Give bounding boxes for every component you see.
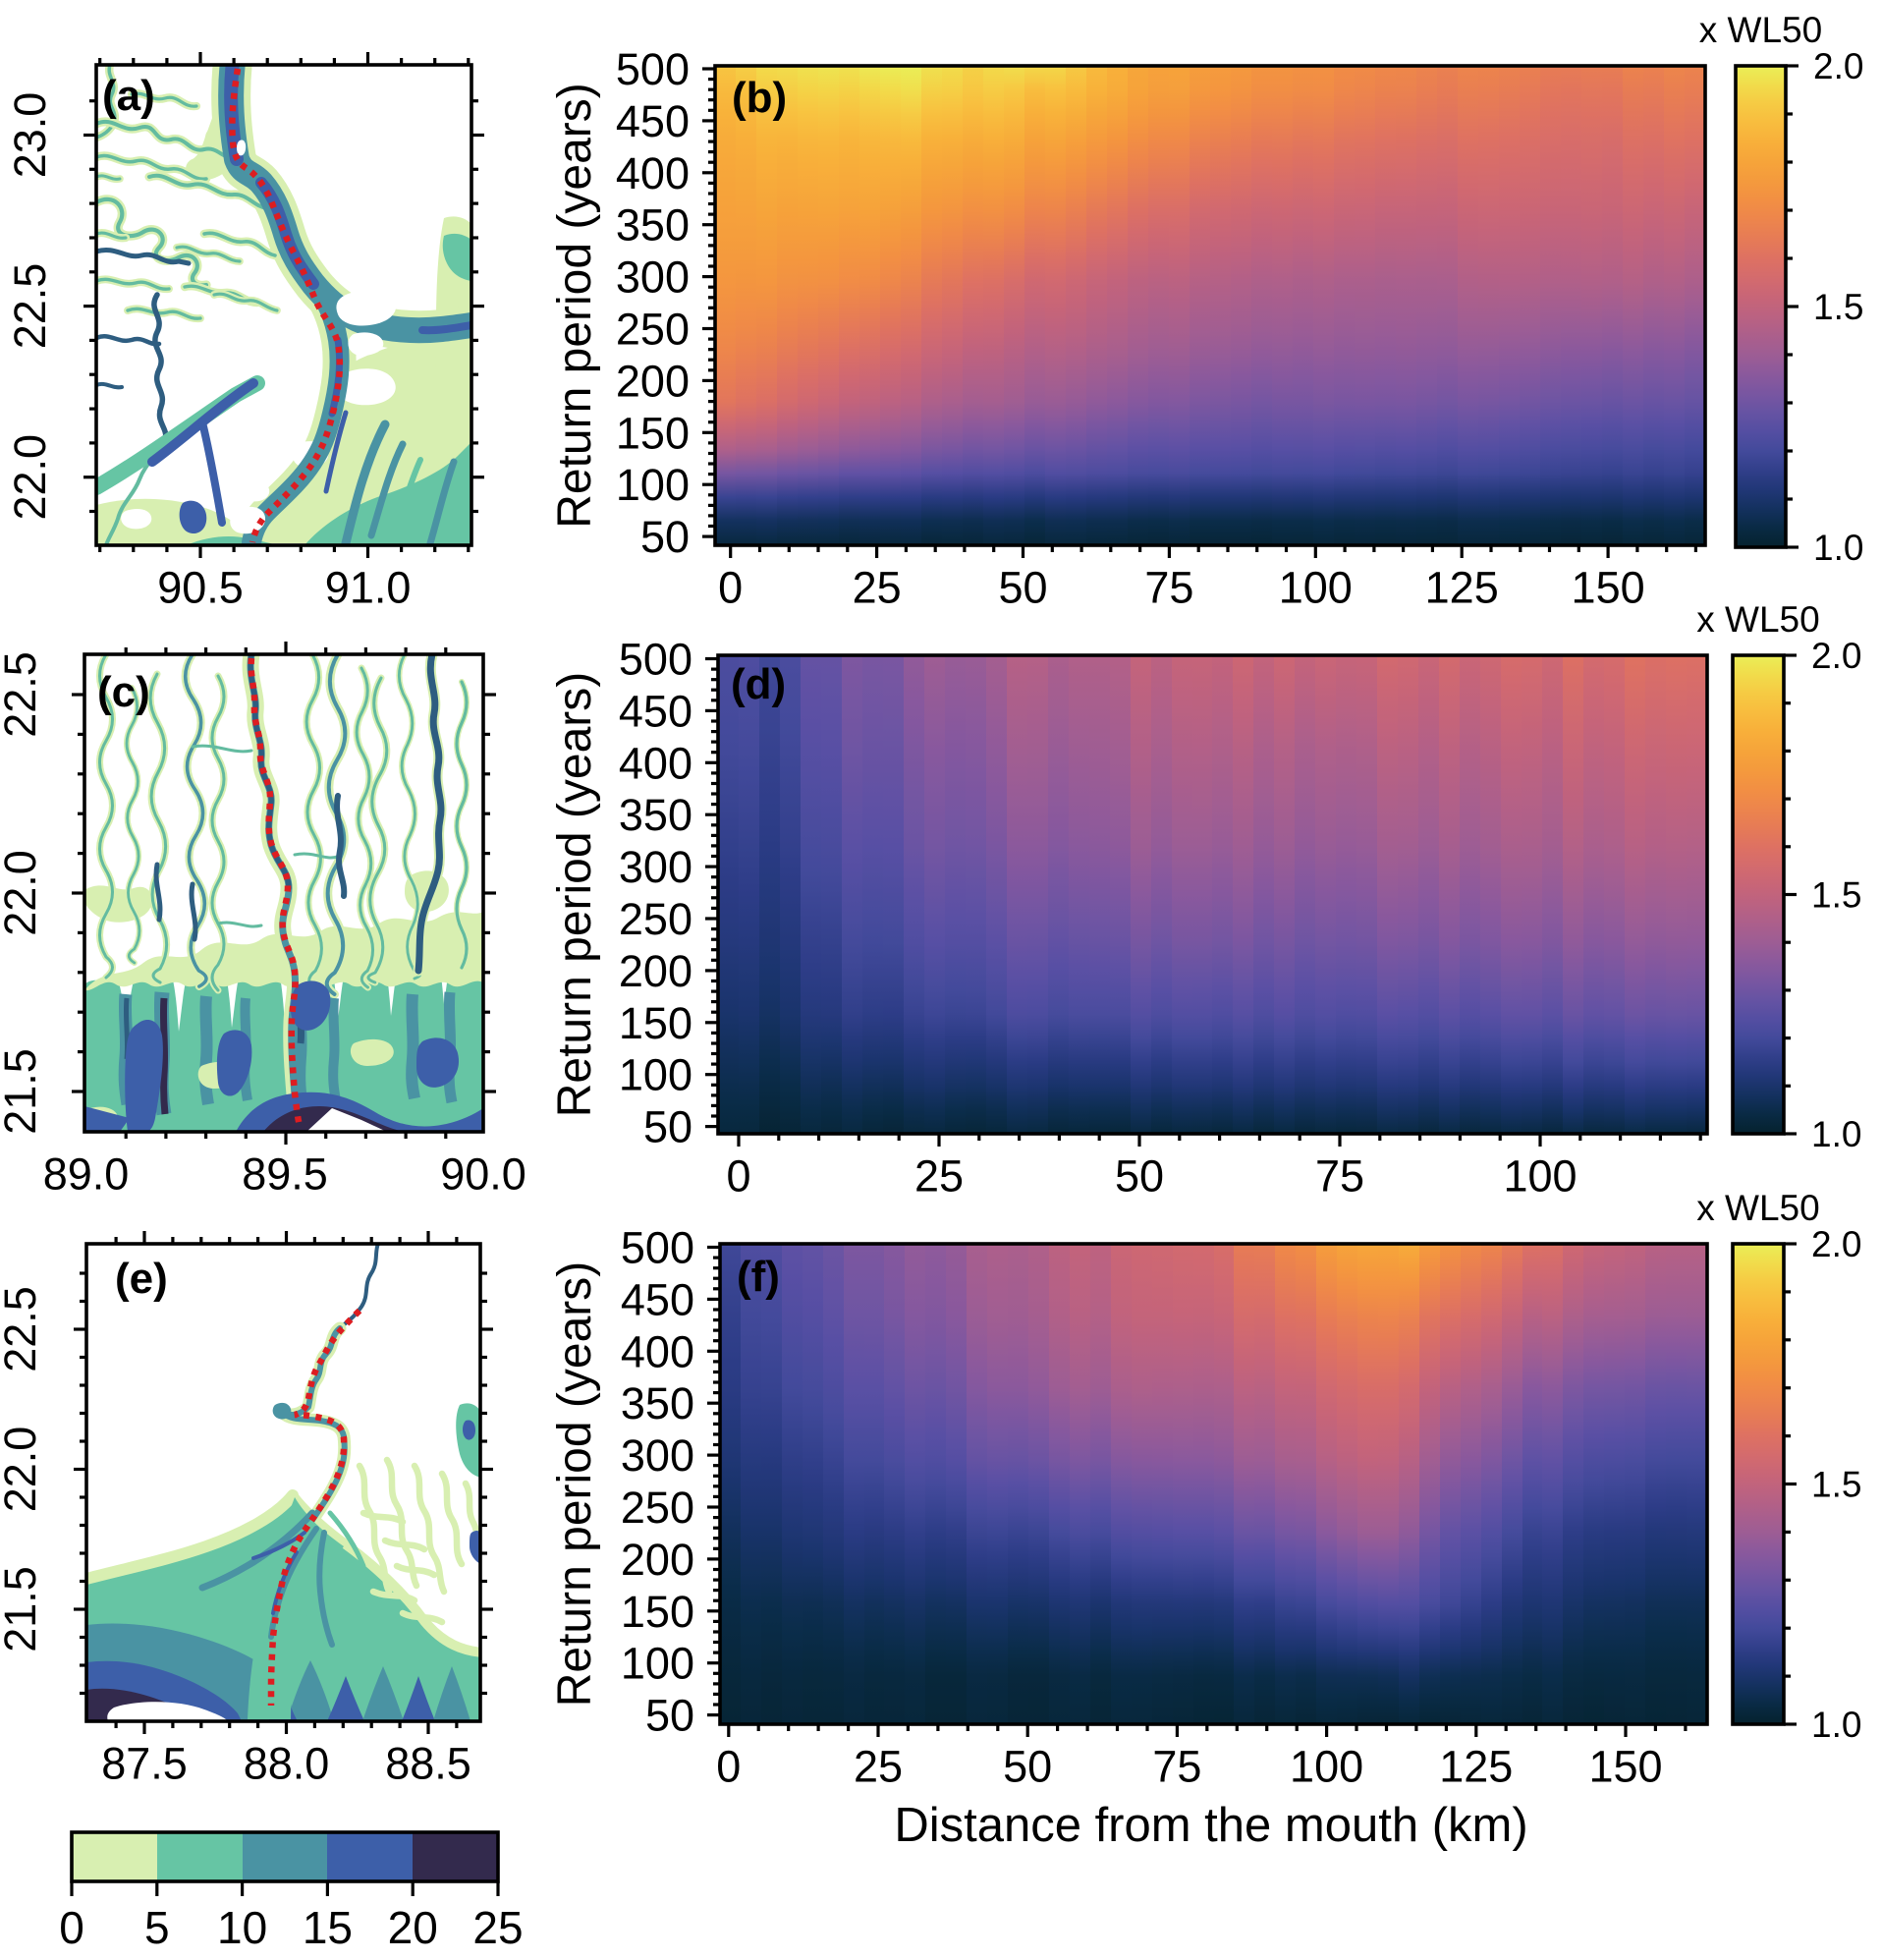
svg-text:(e): (e) bbox=[115, 1255, 168, 1303]
svg-text:400: 400 bbox=[619, 738, 692, 788]
svg-text:22.5: 22.5 bbox=[0, 1286, 45, 1372]
svg-text:90.5: 90.5 bbox=[157, 563, 244, 613]
svg-text:250: 250 bbox=[616, 305, 690, 355]
svg-text:25: 25 bbox=[914, 1151, 964, 1202]
svg-text:91.0: 91.0 bbox=[325, 563, 412, 613]
svg-text:100: 100 bbox=[621, 1639, 694, 1689]
svg-text:2.0: 2.0 bbox=[1811, 1224, 1861, 1264]
svg-text:1.0: 1.0 bbox=[1811, 1114, 1861, 1154]
svg-text:Return period (years): Return period (years) bbox=[549, 672, 601, 1118]
svg-text:88.0: 88.0 bbox=[244, 1739, 330, 1789]
svg-text:75: 75 bbox=[1315, 1151, 1364, 1202]
svg-text:500: 500 bbox=[619, 635, 692, 685]
svg-text:1.5: 1.5 bbox=[1813, 287, 1863, 327]
svg-text:1.0: 1.0 bbox=[1811, 1705, 1861, 1745]
svg-text:25: 25 bbox=[472, 1902, 523, 1953]
svg-text:450: 450 bbox=[619, 686, 692, 736]
svg-text:x WL50: x WL50 bbox=[1696, 1188, 1819, 1228]
svg-text:(f): (f) bbox=[737, 1253, 780, 1301]
svg-text:25: 25 bbox=[854, 1742, 903, 1792]
svg-text:125: 125 bbox=[1425, 563, 1499, 613]
svg-text:Return period (years): Return period (years) bbox=[549, 83, 601, 529]
svg-text:300: 300 bbox=[616, 252, 690, 303]
svg-text:Return period (years): Return period (years) bbox=[549, 1261, 601, 1708]
svg-text:150: 150 bbox=[621, 1587, 694, 1637]
svg-text:22.5: 22.5 bbox=[5, 263, 55, 350]
svg-text:20: 20 bbox=[388, 1902, 438, 1953]
svg-text:400: 400 bbox=[616, 148, 690, 198]
svg-text:89.0: 89.0 bbox=[43, 1149, 130, 1200]
svg-text:Distance from the mouth (km): Distance from the mouth (km) bbox=[894, 1799, 1527, 1852]
svg-text:350: 350 bbox=[619, 790, 692, 840]
svg-text:(c): (c) bbox=[97, 668, 150, 716]
svg-text:10: 10 bbox=[217, 1902, 267, 1953]
svg-text:100: 100 bbox=[1279, 563, 1353, 613]
svg-text:21.5: 21.5 bbox=[0, 1048, 45, 1135]
svg-text:(a): (a) bbox=[102, 72, 155, 120]
svg-text:200: 200 bbox=[616, 356, 690, 406]
svg-text:100: 100 bbox=[1290, 1742, 1363, 1792]
svg-text:450: 450 bbox=[616, 96, 690, 146]
svg-text:250: 250 bbox=[619, 894, 692, 944]
svg-text:1.5: 1.5 bbox=[1811, 1465, 1861, 1505]
svg-text:89.5: 89.5 bbox=[242, 1149, 328, 1200]
svg-text:150: 150 bbox=[1588, 1742, 1662, 1792]
svg-text:22.0: 22.0 bbox=[5, 434, 55, 521]
svg-text:500: 500 bbox=[616, 44, 690, 94]
svg-text:300: 300 bbox=[619, 842, 692, 892]
svg-text:22.0: 22.0 bbox=[0, 1427, 45, 1513]
svg-text:15: 15 bbox=[303, 1902, 353, 1953]
svg-text:(d): (d) bbox=[731, 660, 786, 708]
svg-text:50: 50 bbox=[645, 1691, 694, 1741]
svg-text:0: 0 bbox=[726, 1151, 750, 1202]
svg-text:50: 50 bbox=[643, 1102, 692, 1152]
svg-text:(b): (b) bbox=[732, 74, 787, 122]
svg-text:450: 450 bbox=[621, 1274, 694, 1324]
svg-text:x WL50: x WL50 bbox=[1699, 10, 1822, 50]
svg-text:100: 100 bbox=[1503, 1151, 1577, 1202]
svg-text:88.5: 88.5 bbox=[385, 1739, 471, 1789]
svg-text:21.5: 21.5 bbox=[0, 1566, 45, 1652]
svg-text:2.0: 2.0 bbox=[1811, 636, 1861, 676]
svg-text:100: 100 bbox=[616, 460, 690, 510]
svg-text:25: 25 bbox=[853, 563, 902, 613]
svg-text:500: 500 bbox=[621, 1223, 694, 1273]
svg-text:75: 75 bbox=[1152, 1742, 1201, 1792]
svg-text:0: 0 bbox=[716, 1742, 741, 1792]
svg-text:22.0: 22.0 bbox=[0, 850, 45, 936]
svg-text:1.0: 1.0 bbox=[1813, 528, 1863, 568]
svg-text:400: 400 bbox=[621, 1326, 694, 1376]
svg-text:350: 350 bbox=[616, 200, 690, 251]
svg-text:150: 150 bbox=[1572, 563, 1645, 613]
svg-text:87.5: 87.5 bbox=[101, 1739, 188, 1789]
svg-text:75: 75 bbox=[1144, 563, 1193, 613]
svg-text:0: 0 bbox=[59, 1902, 84, 1953]
svg-text:5: 5 bbox=[144, 1902, 170, 1953]
svg-text:200: 200 bbox=[621, 1535, 694, 1585]
svg-text:50: 50 bbox=[998, 563, 1047, 613]
svg-text:100: 100 bbox=[619, 1050, 692, 1100]
svg-text:50: 50 bbox=[1003, 1742, 1052, 1792]
svg-text:50: 50 bbox=[640, 512, 690, 562]
svg-text:23.0: 23.0 bbox=[5, 92, 55, 179]
svg-text:1.5: 1.5 bbox=[1811, 875, 1861, 916]
svg-text:0: 0 bbox=[718, 563, 743, 613]
svg-text:150: 150 bbox=[619, 998, 692, 1048]
svg-text:x WL50: x WL50 bbox=[1696, 599, 1819, 640]
svg-text:2.0: 2.0 bbox=[1813, 46, 1863, 86]
svg-text:350: 350 bbox=[621, 1378, 694, 1428]
svg-text:150: 150 bbox=[616, 408, 690, 458]
svg-text:250: 250 bbox=[621, 1483, 694, 1533]
svg-text:125: 125 bbox=[1439, 1742, 1513, 1792]
svg-text:22.5: 22.5 bbox=[0, 651, 45, 738]
svg-text:90.0: 90.0 bbox=[440, 1149, 526, 1200]
svg-text:50: 50 bbox=[1115, 1151, 1164, 1202]
svg-text:300: 300 bbox=[621, 1430, 694, 1481]
svg-text:200: 200 bbox=[619, 946, 692, 996]
